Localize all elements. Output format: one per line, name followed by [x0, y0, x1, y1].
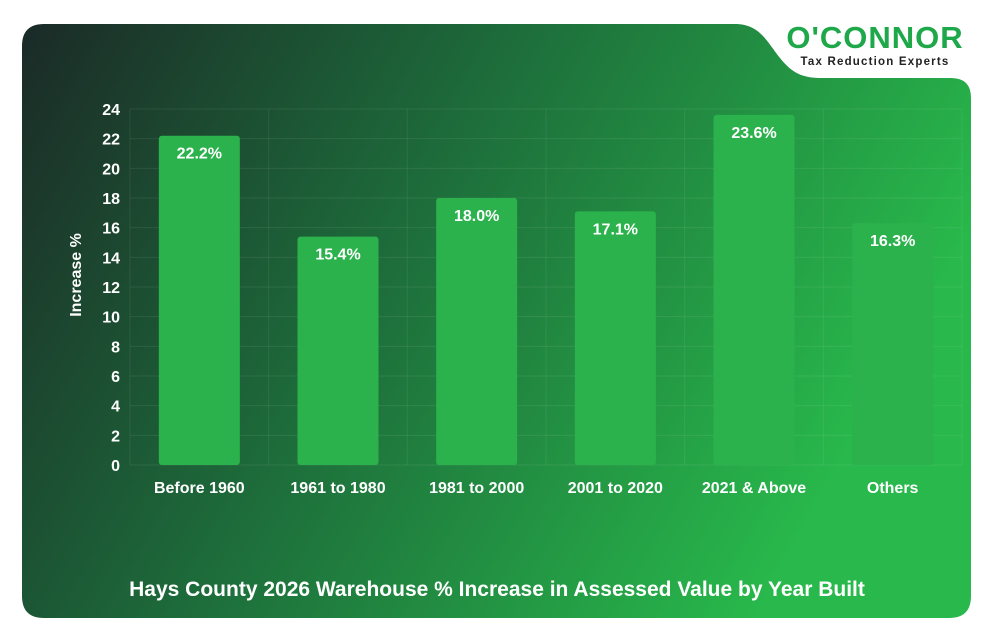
y-tick-label: 0: [111, 458, 120, 475]
y-tick-label: 8: [111, 339, 120, 356]
bar: [852, 223, 934, 465]
bar-value-label: 15.4%: [315, 247, 360, 264]
y-tick-label: 10: [102, 310, 120, 327]
y-tick-label: 16: [102, 221, 120, 238]
x-tick-label: Before 1960: [154, 480, 245, 497]
bar: [574, 211, 656, 465]
bar-value-label: 22.2%: [177, 146, 222, 163]
y-tick-label: 20: [102, 161, 120, 178]
chart-title: Hays County 2026 Warehouse % Increase in…: [129, 578, 865, 601]
x-tick-label: 1961 to 1980: [290, 480, 385, 497]
y-tick-label: 12: [102, 280, 120, 297]
y-tick-label: 4: [111, 399, 120, 416]
x-tick-label: 2021 & Above: [702, 480, 806, 497]
y-tick-label: 6: [111, 369, 120, 386]
bar: [158, 135, 240, 465]
x-tick-label: 1981 to 2000: [429, 480, 524, 497]
bar: [297, 236, 379, 465]
bar-value-label: 18.0%: [454, 208, 499, 225]
x-tick-label: 2001 to 2020: [568, 480, 663, 497]
logo-wordmark: O'CONNOR: [786, 20, 964, 55]
y-tick-label: 14: [102, 250, 120, 267]
y-tick-label: 2: [111, 428, 120, 445]
y-tick-label: 18: [102, 191, 120, 208]
y-tick-label: 22: [102, 132, 120, 149]
brand-logo: O'CONNOR Tax Reduction Experts: [780, 22, 970, 68]
bar-value-label: 17.1%: [593, 221, 638, 238]
logo-tagline: Tax Reduction Experts: [800, 56, 950, 68]
bar: [436, 198, 518, 465]
bar: [713, 114, 795, 465]
bar-value-label: 16.3%: [870, 233, 915, 250]
bar-value-label: 23.6%: [731, 125, 776, 142]
y-axis-label: Increase %: [68, 233, 85, 317]
y-tick-label: 24: [102, 102, 120, 119]
x-tick-label: Others: [867, 480, 919, 497]
